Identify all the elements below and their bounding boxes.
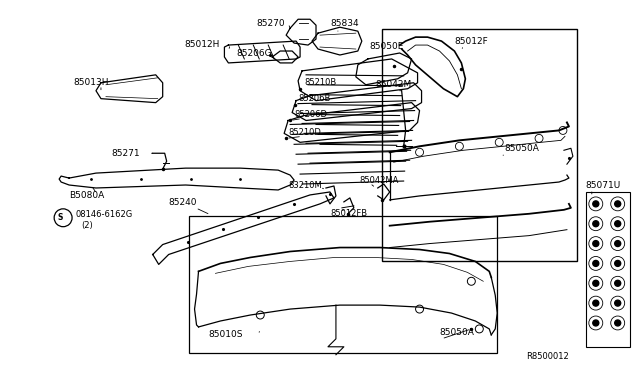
Text: 85206G: 85206G	[236, 48, 272, 58]
Text: 08146-6162G: 08146-6162G	[75, 210, 132, 219]
Bar	[586, 192, 630, 347]
Text: 85834: 85834	[330, 19, 358, 28]
Circle shape	[593, 241, 599, 247]
Circle shape	[593, 201, 599, 207]
Text: 85210B: 85210B	[304, 78, 336, 87]
Circle shape	[593, 300, 599, 306]
Text: 85271: 85271	[111, 149, 140, 158]
Circle shape	[614, 221, 621, 227]
Circle shape	[614, 280, 621, 286]
Text: 85012H: 85012H	[184, 39, 220, 49]
Text: 85050A: 85050A	[504, 144, 539, 153]
Bar	[381, 29, 577, 262]
Text: R8500012: R8500012	[526, 352, 569, 361]
Bar	[189, 216, 497, 353]
Text: B5080A: B5080A	[69, 192, 104, 201]
Text: 85240: 85240	[169, 198, 197, 207]
Text: 85042MA: 85042MA	[360, 176, 399, 185]
Text: 85270: 85270	[256, 19, 285, 28]
Text: 85050A: 85050A	[440, 328, 474, 337]
Text: 85206B: 85206B	[298, 94, 330, 103]
Text: 85210D: 85210D	[288, 128, 321, 137]
Text: 85012F: 85012F	[454, 36, 488, 46]
Text: 85206D: 85206D	[294, 110, 327, 119]
Circle shape	[614, 320, 621, 326]
Text: S: S	[58, 213, 63, 222]
Circle shape	[614, 260, 621, 266]
Text: (2): (2)	[81, 221, 93, 230]
Circle shape	[614, 201, 621, 207]
Text: 85050E: 85050E	[370, 42, 404, 51]
Text: 85010S: 85010S	[209, 330, 243, 339]
Text: 83210M: 83210M	[288, 180, 322, 189]
Text: 85042M: 85042M	[376, 80, 412, 89]
Circle shape	[614, 241, 621, 247]
Circle shape	[593, 260, 599, 266]
Circle shape	[593, 320, 599, 326]
Text: 85013H: 85013H	[73, 78, 109, 87]
Circle shape	[593, 280, 599, 286]
Circle shape	[593, 221, 599, 227]
Text: 85071U: 85071U	[586, 180, 621, 189]
Text: 85012FB: 85012FB	[330, 209, 367, 218]
Circle shape	[614, 300, 621, 306]
